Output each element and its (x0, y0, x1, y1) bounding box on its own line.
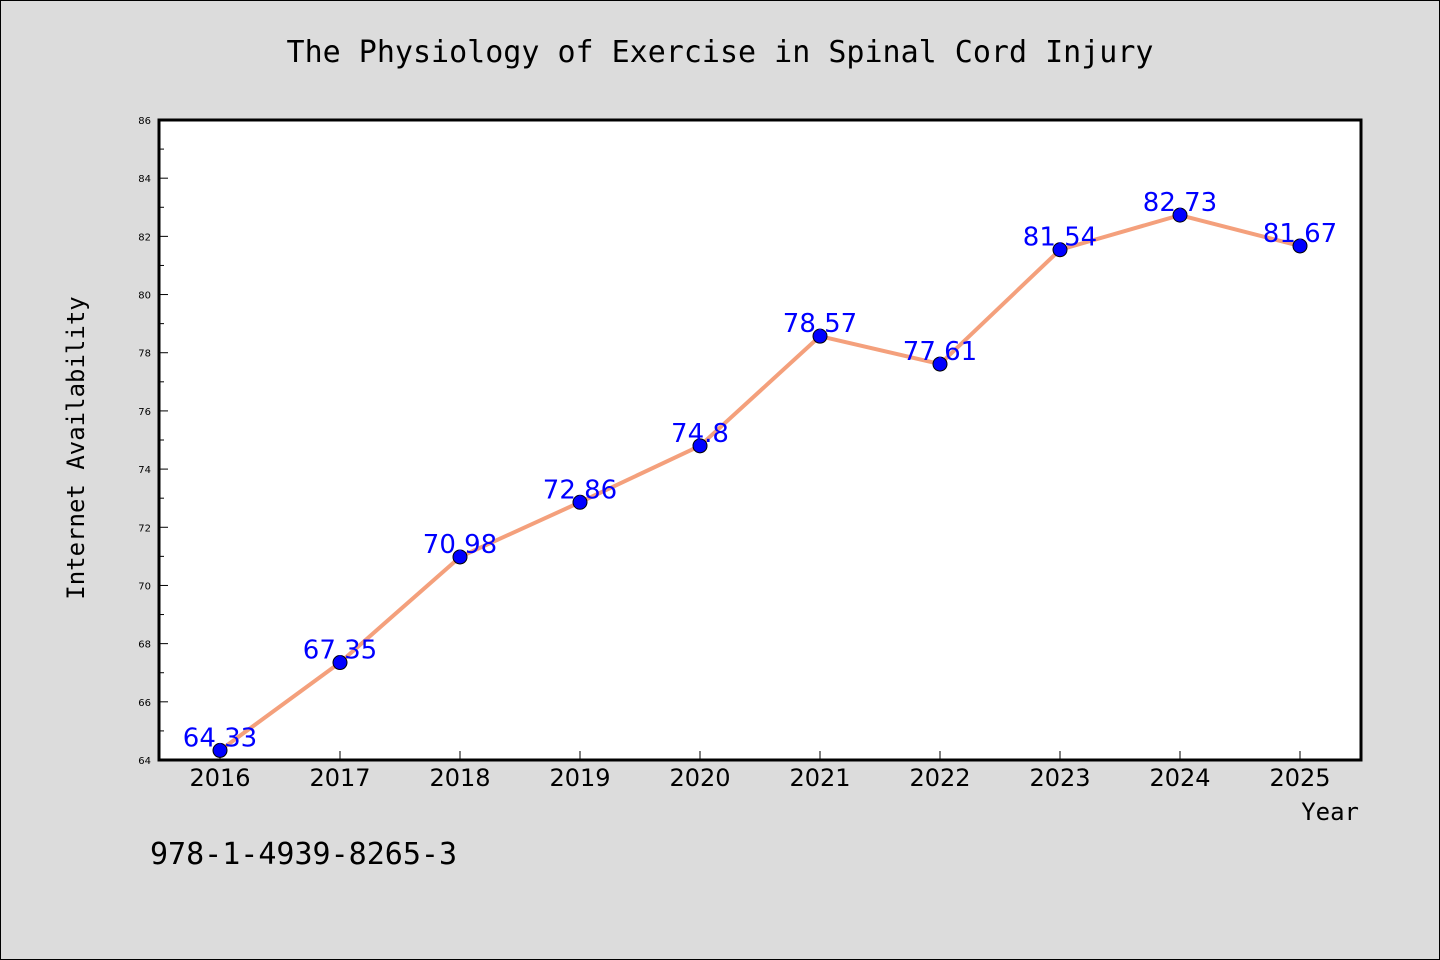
y-tick-label: 80 (138, 291, 151, 302)
x-tick-label: 2017 (309, 764, 370, 792)
y-tick-label: 74 (138, 465, 151, 476)
x-tick-label: 2023 (1029, 764, 1090, 792)
series-line-group (212, 207, 1308, 758)
y-tick-label: 64 (138, 756, 151, 767)
x-tick-label: 2020 (669, 764, 730, 792)
data-point (692, 438, 708, 454)
y-tick-label: 78 (138, 349, 151, 360)
data-point (1292, 238, 1308, 254)
data-point (1052, 242, 1068, 258)
y-tick-label: 76 (138, 407, 151, 418)
y-tick-label: 66 (138, 698, 151, 709)
data-label: 81.67 (1263, 219, 1337, 249)
data-labels: 64.33 67.35 70.98 72.86 74.8 78.57 77.61 81.54 8… (183, 188, 1337, 753)
y-axis: 64 66 68 70 72 74 76 78 80 82 84 86 (138, 116, 168, 767)
chart-title: The Physiology of Exercise in Spinal Cor… (287, 35, 1154, 70)
data-label: 67.35 (303, 636, 377, 666)
data-point (572, 494, 588, 510)
data-label: 74.8 (671, 419, 729, 449)
x-axis: 2016 2017 2018 2019 2020 2021 2022 2023 2024 2025 (189, 751, 1331, 792)
data-point (812, 328, 828, 344)
data-label: 64.33 (183, 723, 257, 753)
x-axis-label: Year (1301, 798, 1359, 826)
data-label: 78.57 (783, 309, 857, 339)
data-label: 72.86 (543, 475, 617, 505)
series-line (218, 213, 1301, 753)
y-axis-label: Internet Availability (62, 296, 90, 599)
data-point (212, 742, 228, 758)
x-tick-label: 2016 (189, 764, 250, 792)
x-tick-label: 2024 (1149, 764, 1210, 792)
x-tick-label: 2018 (429, 764, 490, 792)
x-tick-label: 2021 (789, 764, 850, 792)
plot-area (157, 118, 1363, 762)
y-tick-label: 86 (138, 116, 151, 127)
data-point (1172, 207, 1188, 223)
y-tick-label: 70 (138, 581, 151, 592)
x-tick-label: 2022 (909, 764, 970, 792)
data-label: 82.73 (1143, 188, 1217, 218)
footer-note: 978-1-4939-8265-3 (150, 837, 457, 872)
x-tick-label: 2019 (549, 764, 610, 792)
data-point (332, 655, 348, 671)
data-label: 81.54 (1023, 223, 1097, 253)
y-tick-label: 68 (138, 640, 151, 651)
y-tick-label: 84 (138, 174, 151, 185)
x-tick-label: 2025 (1269, 764, 1330, 792)
data-point (932, 356, 948, 372)
data-label: 77.61 (903, 337, 977, 367)
y-tick-label: 72 (138, 523, 151, 534)
data-point (452, 549, 468, 565)
y-tick-label: 82 (138, 232, 151, 243)
data-label: 70.98 (423, 530, 497, 560)
